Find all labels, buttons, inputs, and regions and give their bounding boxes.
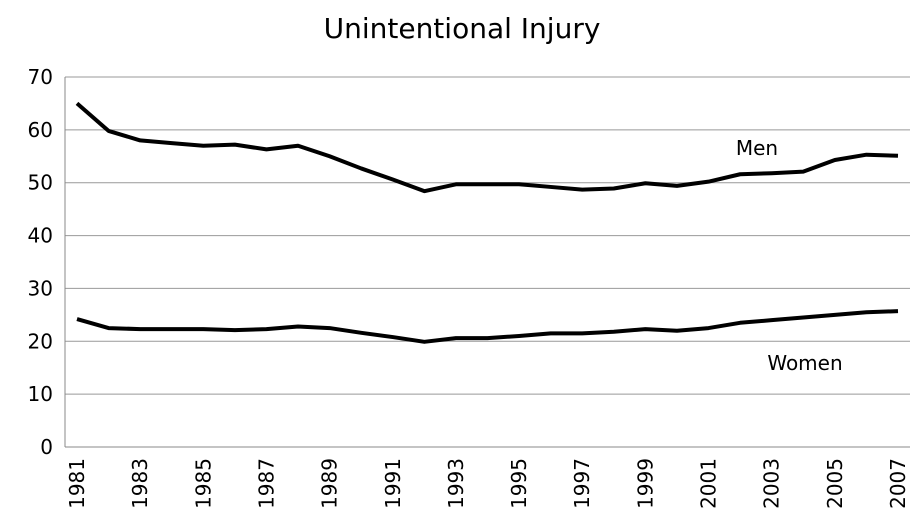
line <box>76 309 899 344</box>
y-tick-label: 20 <box>28 329 53 353</box>
y-tick-label: 40 <box>28 224 53 248</box>
y-tick-label: 0 <box>40 435 53 459</box>
series-label: Women <box>767 351 842 375</box>
x-tick-label: 1987 <box>254 458 278 509</box>
x-tick-label: 1981 <box>65 458 89 509</box>
y-tick-label: 50 <box>28 171 53 195</box>
x-tick-label: 2005 <box>823 458 847 509</box>
chart-title: Unintentional Injury <box>324 12 601 45</box>
x-tick-label: 1991 <box>381 458 405 509</box>
x-tick-label: 2003 <box>760 458 784 509</box>
x-tick-label: 1993 <box>444 458 468 509</box>
x-tick-label: 1989 <box>318 458 342 509</box>
y-tick-label: 60 <box>28 118 53 142</box>
x-tick-label: 1983 <box>128 458 152 509</box>
line <box>75 101 899 194</box>
y-tick-label: 30 <box>28 276 53 300</box>
x-tick-label: 2001 <box>697 458 721 509</box>
x-tick-label: 1995 <box>507 458 531 509</box>
y-tick-label: 70 <box>28 65 53 89</box>
x-tick-label: 1985 <box>191 458 215 509</box>
y-tick-label: 10 <box>28 382 53 406</box>
x-tick-label: 1999 <box>633 458 657 509</box>
series-label: Men <box>736 136 778 160</box>
x-tick-label: 2007 <box>886 458 910 509</box>
x-tick-label: 1997 <box>570 458 594 509</box>
